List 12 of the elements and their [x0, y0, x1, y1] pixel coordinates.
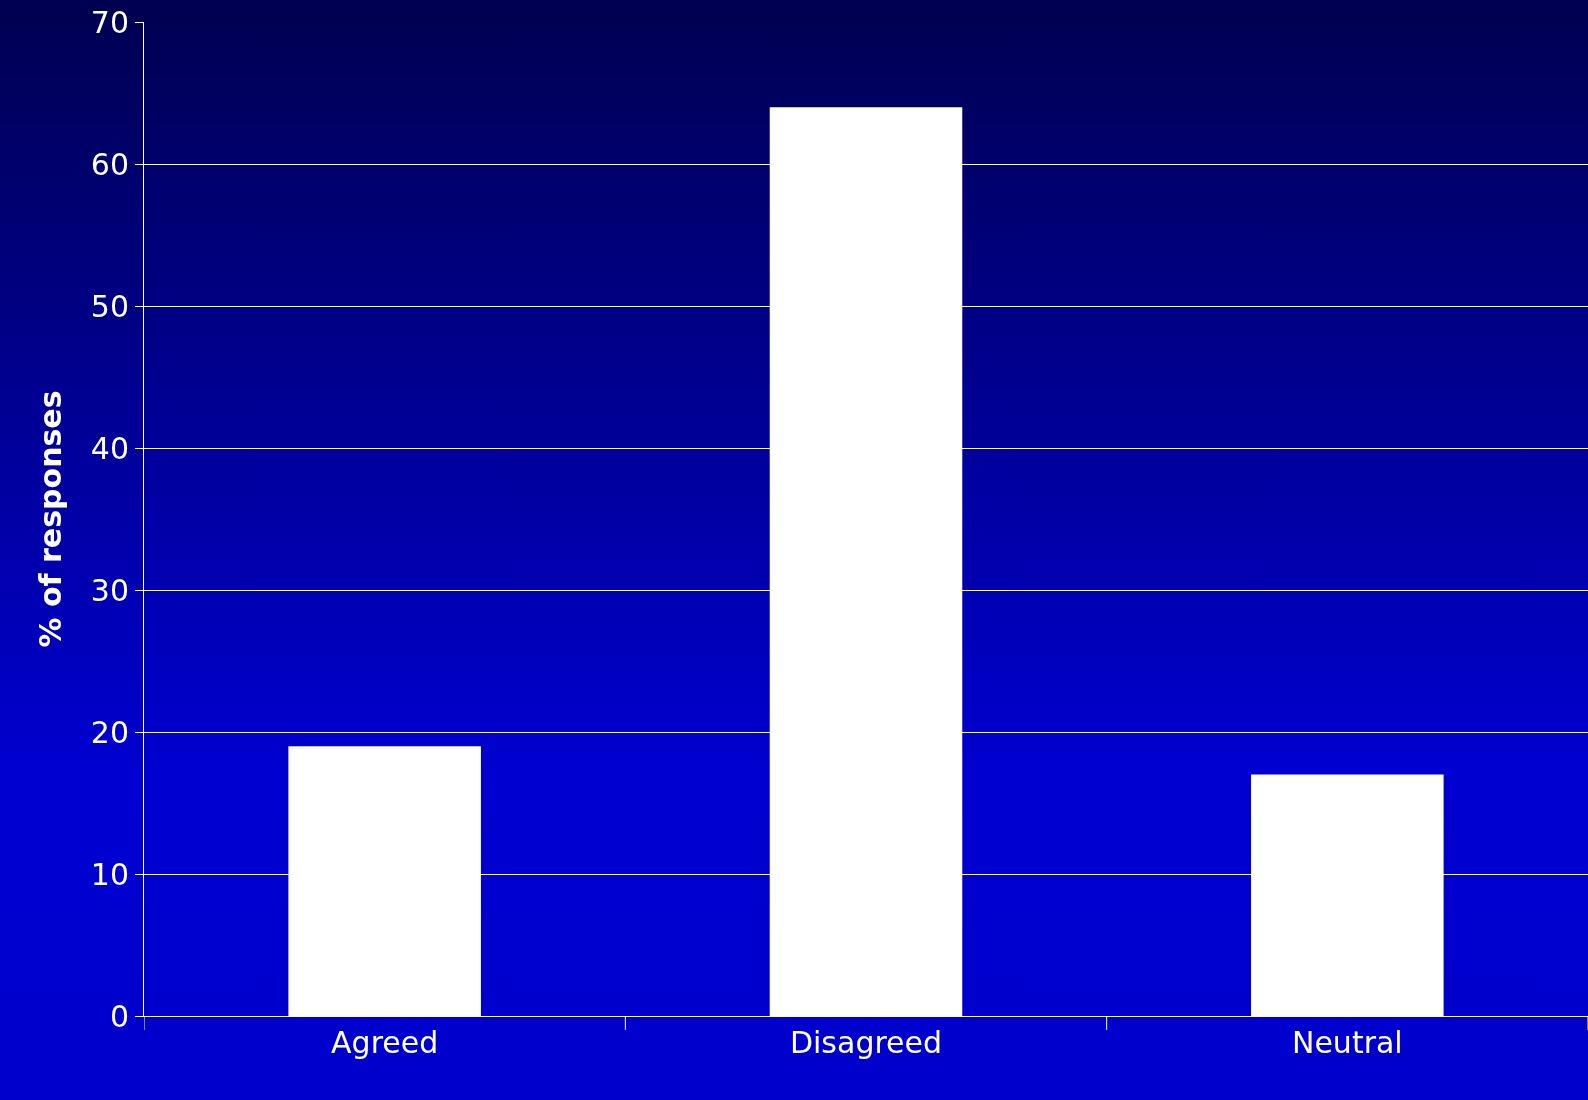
y-tick-label: 50: [90, 288, 129, 324]
x-tick-label: Agreed: [331, 1025, 439, 1060]
y-tick-label: 10: [90, 856, 129, 892]
y-tick-label: 60: [90, 146, 129, 182]
y-axis-title: % of responses: [32, 390, 68, 648]
y-tick-label: 40: [90, 430, 129, 466]
x-tick-label: Neutral: [1291, 1025, 1403, 1060]
y-tick-label: 30: [90, 572, 129, 608]
y-tick-label: 20: [90, 714, 129, 750]
y-tick-label: 0: [109, 998, 129, 1034]
x-tick-label: Disagreed: [789, 1025, 943, 1060]
y-tick-label: 70: [90, 4, 129, 40]
